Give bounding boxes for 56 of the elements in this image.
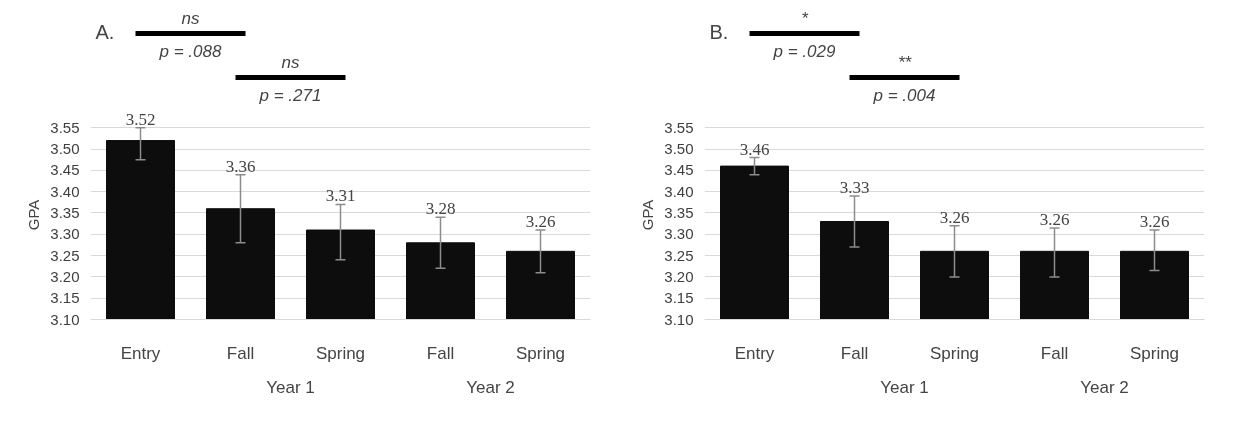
y-tick-label: 3.20 (50, 267, 80, 285)
y-axis-title: GPA (639, 199, 657, 231)
data-label: 3.28 (425, 199, 456, 219)
y-tick-label: 3.15 (664, 289, 694, 307)
data-label: 3.36 (225, 156, 256, 176)
data-label: 3.26 (939, 207, 970, 227)
y-tick-label: 3.15 (50, 289, 80, 307)
x-tick-label: Fall (426, 343, 455, 363)
y-tick-label: 3.35 (664, 203, 694, 221)
x-tick-label: Spring (1129, 343, 1180, 363)
y-axis-title: GPA (25, 199, 43, 231)
data-label: 3.31 (325, 186, 356, 206)
text: ns (181, 8, 200, 28)
x-tick-label: Entry (734, 343, 775, 363)
data-label: 3.26 (1139, 212, 1170, 232)
y-tick-label: 3.40 (664, 182, 694, 200)
text: Year 2 (466, 378, 515, 397)
y-tick-label: 3.10 (50, 310, 80, 328)
text: Year 1 (266, 378, 315, 397)
x-tick-label: Fall (840, 343, 869, 363)
y-tick-label: 3.10 (664, 310, 694, 328)
text: ** (897, 52, 913, 72)
y-tick-label: 3.30 (50, 225, 80, 243)
y-tick-label: 3.55 (50, 118, 80, 136)
y-tick-label: 3.55 (664, 118, 694, 136)
text: p = .088 (158, 41, 222, 61)
x-tick-label: Entry (120, 343, 161, 363)
chart-title: B. (709, 20, 729, 43)
text: * (801, 8, 810, 28)
y-tick-label: 3.25 (664, 246, 694, 264)
y-tick-label: 3.30 (664, 225, 694, 243)
text: p = .271 (258, 85, 322, 105)
y-tick-label: 3.20 (664, 267, 694, 285)
y-tick-label: 3.25 (50, 246, 80, 264)
x-tick-label: Spring (929, 343, 980, 363)
text: p = .004 (872, 85, 936, 105)
x-tick-label: Fall (1040, 343, 1069, 363)
y-tick-label: 3.50 (664, 140, 694, 158)
text: Year 2 (1080, 378, 1129, 397)
data-label: 3.46 (739, 139, 770, 159)
x-tick-label: Spring (515, 343, 566, 363)
data-label: 3.33 (839, 177, 870, 197)
y-tick-label: 3.40 (50, 182, 80, 200)
y-tick-label: 3.45 (664, 161, 694, 179)
chart-title: A. (95, 20, 115, 43)
y-tick-label: 3.45 (50, 161, 80, 179)
data-label: 3.26 (525, 212, 556, 232)
data-label: 3.52 (125, 109, 156, 129)
text: ns (281, 52, 300, 72)
x-tick-label: Fall (226, 343, 255, 363)
y-tick-label: 3.35 (50, 203, 80, 221)
text: p = .029 (772, 41, 836, 61)
x-tick-label: Spring (315, 343, 366, 363)
text: Year 1 (880, 378, 929, 397)
data-label: 3.26 (1039, 209, 1070, 229)
y-tick-label: 3.50 (50, 140, 80, 158)
